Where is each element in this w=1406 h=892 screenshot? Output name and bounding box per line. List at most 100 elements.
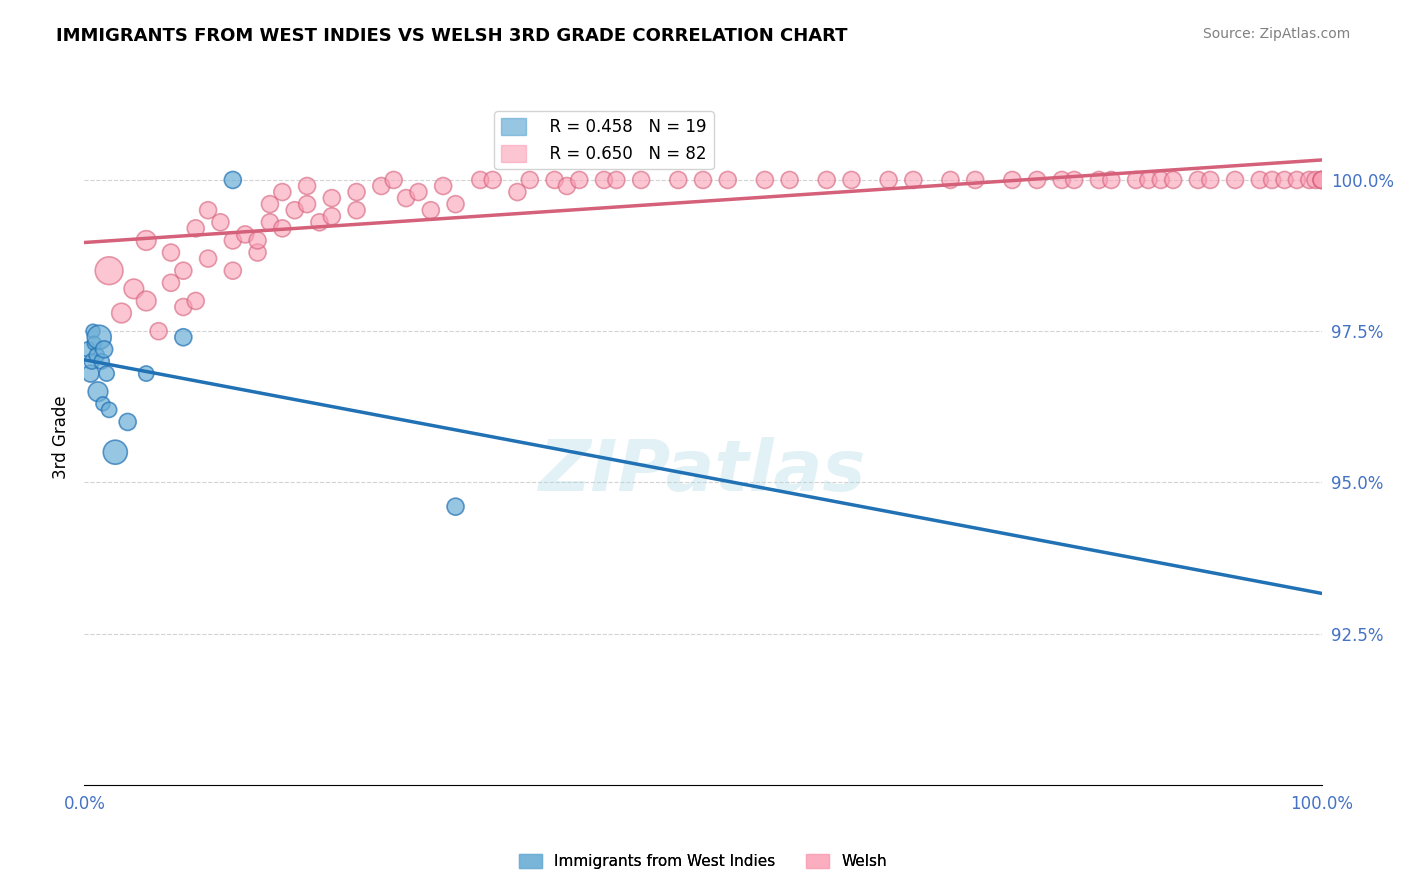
Point bbox=[271, 221, 294, 235]
Point bbox=[197, 252, 219, 266]
Y-axis label: 3rd Grade: 3rd Grade bbox=[52, 395, 70, 479]
Point bbox=[184, 221, 207, 235]
Point bbox=[1223, 173, 1246, 187]
Point bbox=[96, 367, 118, 381]
Point bbox=[1088, 173, 1111, 187]
Point bbox=[91, 397, 114, 411]
Point bbox=[1026, 173, 1049, 187]
Point bbox=[395, 191, 418, 205]
Point bbox=[1187, 173, 1209, 187]
Point bbox=[321, 209, 343, 223]
Point bbox=[89, 330, 111, 344]
Point bbox=[197, 203, 219, 218]
Point bbox=[1063, 173, 1085, 187]
Point bbox=[284, 203, 307, 218]
Point bbox=[779, 173, 801, 187]
Point bbox=[80, 354, 103, 368]
Point bbox=[77, 343, 100, 357]
Point bbox=[481, 173, 503, 187]
Point bbox=[408, 185, 430, 199]
Point bbox=[222, 263, 245, 277]
Point bbox=[419, 203, 441, 218]
Point bbox=[1305, 173, 1327, 187]
Point bbox=[86, 348, 108, 362]
Point bbox=[209, 215, 232, 229]
Point bbox=[877, 173, 900, 187]
Point bbox=[271, 185, 294, 199]
Point bbox=[1310, 173, 1333, 187]
Point bbox=[1099, 173, 1122, 187]
Point bbox=[555, 179, 578, 194]
Point bbox=[160, 276, 183, 290]
Point bbox=[593, 173, 616, 187]
Point bbox=[382, 173, 405, 187]
Point bbox=[83, 336, 105, 351]
Point bbox=[148, 324, 170, 338]
Point bbox=[184, 293, 207, 308]
Point bbox=[346, 185, 368, 199]
Point bbox=[841, 173, 863, 187]
Point bbox=[93, 343, 115, 357]
Point bbox=[1261, 173, 1284, 187]
Point bbox=[172, 330, 194, 344]
Point bbox=[87, 384, 110, 399]
Point bbox=[90, 354, 112, 368]
Point bbox=[110, 306, 132, 320]
Point bbox=[1125, 173, 1147, 187]
Point bbox=[321, 191, 343, 205]
Point bbox=[470, 173, 492, 187]
Point bbox=[370, 179, 392, 194]
Point bbox=[117, 415, 139, 429]
Text: ZIPatlas: ZIPatlas bbox=[540, 437, 866, 507]
Point bbox=[568, 173, 591, 187]
Point bbox=[98, 402, 121, 417]
Point bbox=[295, 179, 318, 194]
Point bbox=[295, 197, 318, 211]
Point bbox=[160, 245, 183, 260]
Point bbox=[172, 263, 194, 277]
Text: IMMIGRANTS FROM WEST INDIES VS WELSH 3RD GRADE CORRELATION CHART: IMMIGRANTS FROM WEST INDIES VS WELSH 3RD… bbox=[56, 27, 848, 45]
Point bbox=[259, 215, 281, 229]
Point bbox=[135, 293, 157, 308]
Point bbox=[543, 173, 565, 187]
Text: Source: ZipAtlas.com: Source: ZipAtlas.com bbox=[1202, 27, 1350, 41]
Point bbox=[903, 173, 925, 187]
Point bbox=[98, 263, 121, 277]
Point bbox=[444, 197, 467, 211]
Point bbox=[754, 173, 776, 187]
Point bbox=[308, 215, 330, 229]
Point bbox=[1249, 173, 1271, 187]
Point bbox=[1310, 173, 1333, 187]
Point bbox=[346, 203, 368, 218]
Point bbox=[82, 324, 104, 338]
Point bbox=[432, 179, 454, 194]
Point bbox=[104, 445, 127, 459]
Point bbox=[135, 367, 157, 381]
Point bbox=[1050, 173, 1073, 187]
Point bbox=[1001, 173, 1024, 187]
Point bbox=[444, 500, 467, 514]
Point bbox=[1285, 173, 1308, 187]
Point bbox=[666, 173, 689, 187]
Point bbox=[222, 234, 245, 248]
Point bbox=[122, 282, 145, 296]
Point bbox=[135, 234, 157, 248]
Point bbox=[246, 245, 269, 260]
Point bbox=[965, 173, 987, 187]
Point bbox=[630, 173, 652, 187]
Point bbox=[259, 197, 281, 211]
Point bbox=[1199, 173, 1222, 187]
Point bbox=[506, 185, 529, 199]
Point bbox=[519, 173, 541, 187]
Point bbox=[1298, 173, 1320, 187]
Legend: Immigrants from West Indies, Welsh: Immigrants from West Indies, Welsh bbox=[513, 848, 893, 876]
Point bbox=[1310, 173, 1333, 187]
Point bbox=[605, 173, 627, 187]
Point bbox=[939, 173, 962, 187]
Point bbox=[815, 173, 838, 187]
Point bbox=[233, 227, 256, 242]
Point bbox=[172, 300, 194, 314]
Point bbox=[1150, 173, 1173, 187]
Point bbox=[246, 234, 269, 248]
Point bbox=[79, 367, 101, 381]
